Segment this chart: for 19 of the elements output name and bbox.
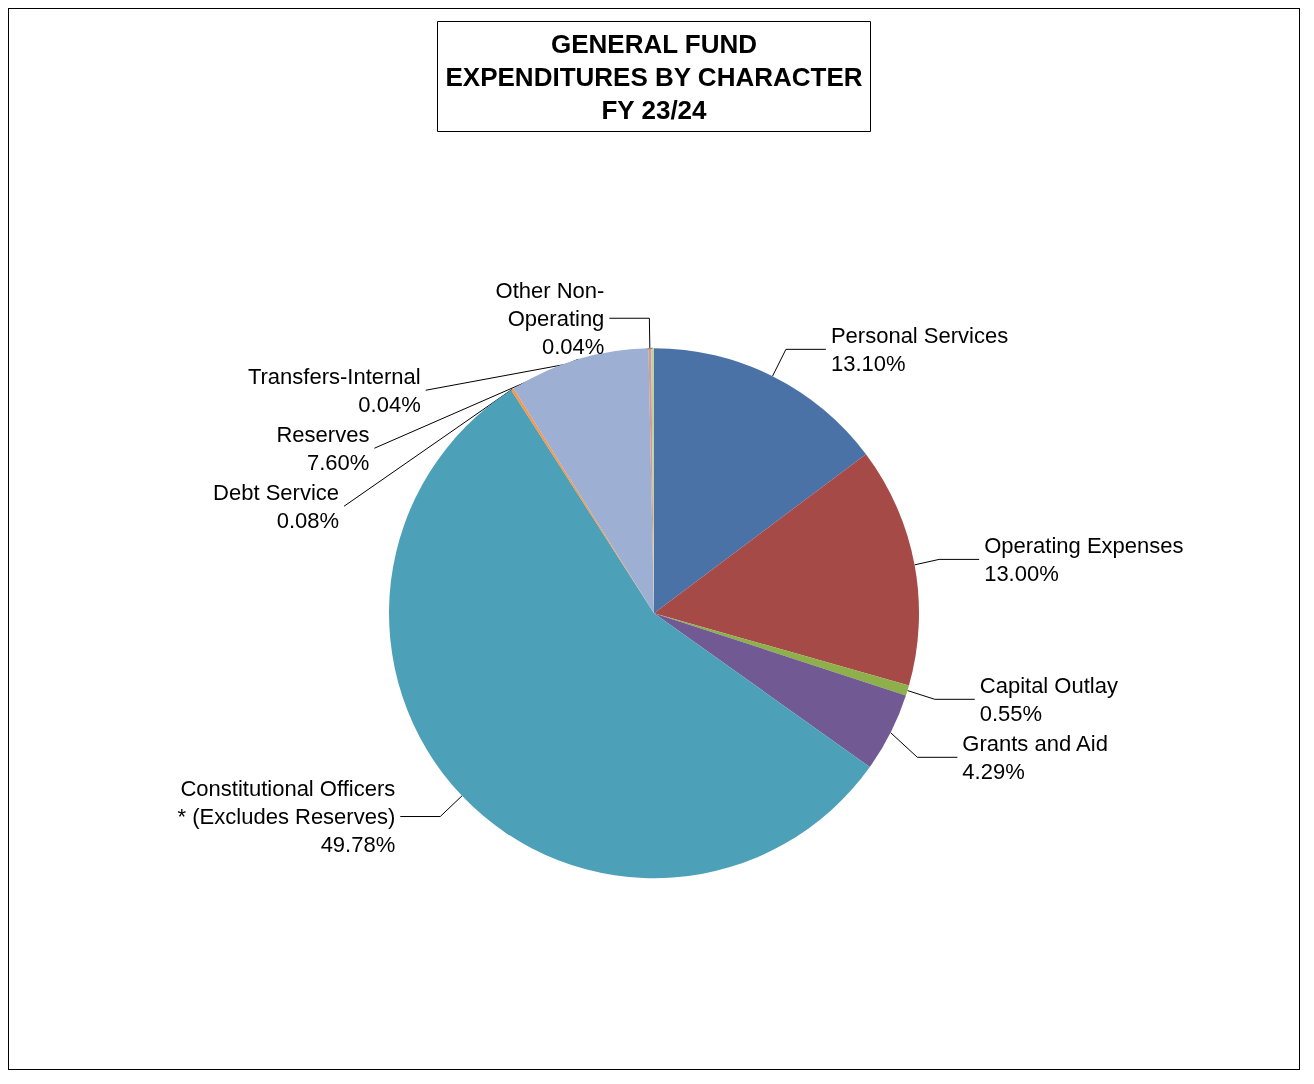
data-label: 13.10% <box>830 350 906 376</box>
data-label: 4.29% <box>962 758 1025 784</box>
slice-label: Capital Outlay <box>979 672 1118 698</box>
slice-label: Grants and Aid <box>962 730 1108 756</box>
slice-label: Transfers-Internal <box>247 363 421 389</box>
data-label: 49.78% <box>320 832 396 858</box>
slice-label: Constitutional Officers * (Excludes Reserves) <box>177 776 396 830</box>
chart-title: GENERAL FUND EXPENDITURES BY CHARACTER FY 23/24 <box>445 28 863 125</box>
slice-label: Other Non- Operating <box>495 277 605 331</box>
data-label: 0.08% <box>276 507 340 533</box>
slice-label: Operating Expenses <box>984 532 1184 558</box>
slice-label: Personal Services <box>830 322 1009 348</box>
slice-label: Debt Service <box>213 479 340 505</box>
data-label: 0.04% <box>358 391 421 417</box>
data-label: 7.60% <box>307 449 370 475</box>
slice-label: Reserves <box>276 421 370 447</box>
data-label: 0.04% <box>541 333 605 359</box>
data-label: 13.00% <box>984 560 1059 586</box>
data-label: 0.55% <box>979 700 1043 726</box>
